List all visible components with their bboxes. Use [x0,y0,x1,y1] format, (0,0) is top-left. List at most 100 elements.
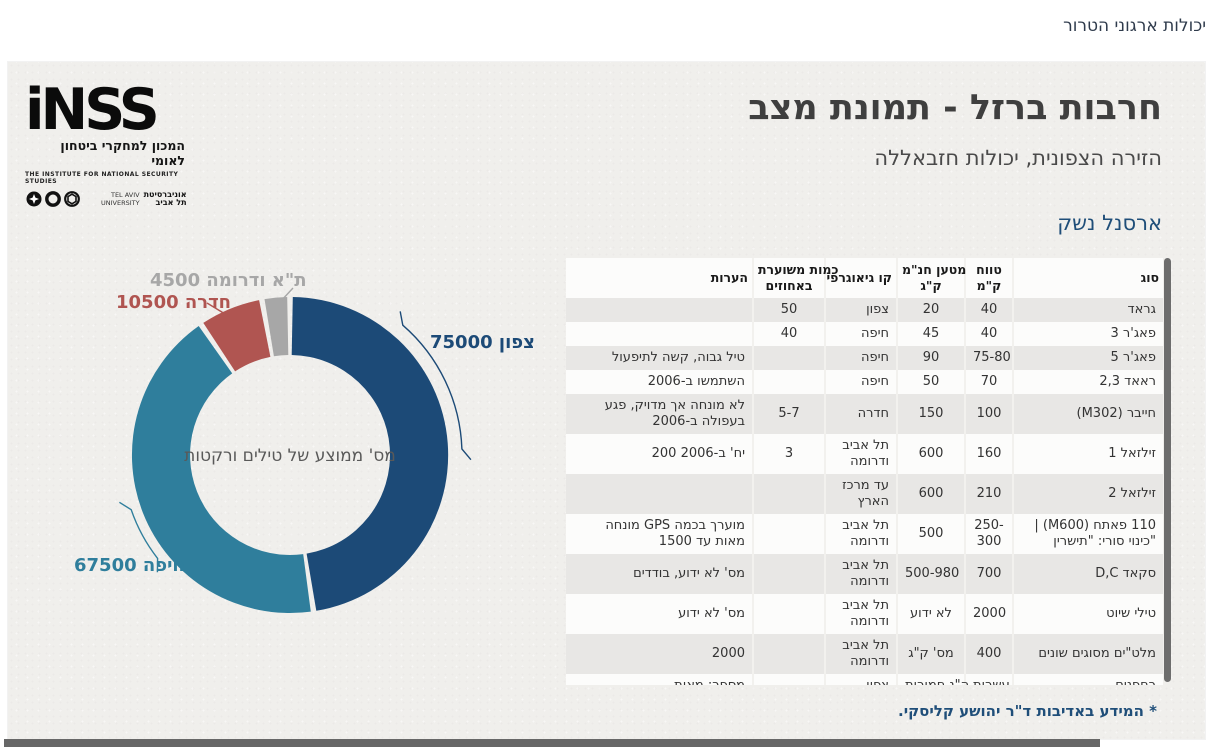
table-cell: 600 [896,434,965,474]
tau-en-line2: UNIVERSITY [101,199,140,207]
table-cell: 250- 300 [964,514,1013,554]
arsenal-table-viewport[interactable]: סוג טווח ק"מ מטען חנ"מ ק"ג קו גיאוגרפי כמות … [566,258,1163,685]
table-cell: יח' ב-2006 200 [566,434,753,474]
section-title: ארסנל נשק [1057,211,1162,235]
table-cell: לא ידוע [896,594,965,634]
table-cell [752,514,825,554]
table-row: רחפניםעשרותה"נ חמורותצפון מספר: מאות [566,674,1163,685]
tau-he-line1: אוניברסיטת [143,189,187,199]
table-row: מלט"ים מסוגים שונים 400 מס' ק"ג תל אביב ודר… [566,634,1163,674]
table-row: 110 פאתח (M600) | "כינוי סורי: "תישרין 25… [566,514,1163,554]
table-header: סוג טווח ק"מ מטען חנ"מ ק"ג קו גיאוגרפי כמות … [566,258,1163,298]
table-cell: חיפה [824,346,897,370]
column-header-5: הערות [566,258,753,298]
table-cell: תל אביב ודרומה [824,594,897,634]
column-header-0: סוג [1012,258,1163,298]
table-cell: 150 [896,394,965,434]
logo-medallions-icon [26,191,80,207]
logo-bottom-row: TEL AVIV UNIVERSITY אוניברסיטת תל אביב [25,190,195,208]
donut-label-0: צפון 75000 [430,332,535,353]
inss-name-hebrew: המכון למחקרי ביטחון לאומי [60,138,185,168]
table-cell: חיפה [824,370,897,394]
table-cell: פאג'ר 5 [1012,346,1163,370]
table-cell: חדרה [824,394,897,434]
table-cell: עד מרכז הארץ [824,474,897,514]
table-row: גראד 40 20 צפון 50 [566,298,1163,322]
table-row: פאג'ר 5 75-80 90 חיפה טיל גבוה, קשה לתיפעול [566,346,1163,370]
donut-slice-2[interactable] [203,300,271,372]
donut-label-leader [280,287,294,302]
table-cell: תל אביב ודרומה [824,554,897,594]
breadcrumb[interactable]: יכולות ארגוני הטרור [1063,16,1206,36]
column-header-4: כמות משוערת באחוזים [752,258,839,298]
table-row: חייבר (M302) 100 150 חדרה 5-7 לא מונחה אך מדו… [566,394,1163,434]
inss-logo: iNSS המכון למחקרי ביטחון לאומי THE INSTI… [25,82,215,208]
table-cell: חייבר (M302) [1012,394,1163,434]
donut-label-3: ת"א ודרומה 4500 [150,270,307,291]
table-cell: 50 [896,370,965,394]
table-header-row: סוג טווח ק"מ מטען חנ"מ ק"ג קו גיאוגרפי כמות … [566,258,1163,298]
table-cell: לא מונחה אך מדויק, פגע בעפולה ב-2006 [566,394,753,434]
donut-label-1: חיפה 67500 [74,555,185,576]
table-body: גראד 40 20 צפון 50 פאג'ר 3 40 45 חיפה 40 פאג'ר 5 75… [566,298,1163,685]
table-cell: טיל גבוה, קשה לתיפעול [566,346,753,370]
table-cell: 75-80 [964,346,1013,370]
table-cell [566,474,753,514]
table-cell: 5-7 [752,394,825,434]
table-cell: 70 [964,370,1013,394]
table-scrollbar[interactable] [1164,258,1171,682]
table-cell: תל אביב ודרומה [824,434,897,474]
inss-name-english: THE INSTITUTE FOR NATIONAL SECURITY STUD… [25,171,179,185]
table-cell: מס' לא ידוע [566,594,753,634]
column-header-2: מטען חנ"מ ק"ג [896,258,966,298]
donut-label-2: חדרה 10500 [116,292,232,313]
table-row: ראאד 2,3 70 50 חיפה השתמשו ב-2006 [566,370,1163,394]
table-cell: 20 [896,298,965,322]
table-cell [752,554,825,594]
donut-chart [119,287,472,613]
donut-center-label: מס' ממוצע של טילים ורקטות [184,446,396,466]
donut-slice-3[interactable] [264,297,289,357]
arsenal-table: סוג טווח ק"מ מטען חנ"מ ק"ג קו גיאוגרפי כמות … [566,258,1163,685]
table-cell: 45 [896,322,965,346]
table-cell: 700 [964,554,1013,594]
table-row: זילזאל 2 210 600 עד מרכז הארץ [566,474,1163,514]
table-cell: גראד [1012,298,1163,322]
bottom-bar [4,739,1100,747]
table-cell: מוערך בכמה GPS מונחה מאות עד 1500 [566,514,753,554]
table-cell: פאג'ר 3 [1012,322,1163,346]
table-cell: 40 [752,322,825,346]
table-cell: צפון [824,298,897,322]
table-cell: חיפה [824,322,897,346]
table-cell [566,322,753,346]
table-cell: 2000 [566,634,753,674]
table-cell: 160 [964,434,1013,474]
table-cell: 2000 [964,594,1013,634]
table-cell: 40 [964,322,1013,346]
donut-slice-0[interactable] [291,297,449,611]
donut-slice-1[interactable] [131,326,311,613]
credit-note: * המידע באדיבות ד"ר יהושע קליסקי. [898,702,1157,720]
table-cell: עשרות [964,674,1013,685]
slide-subtitle: הזירה הצפונית, יכולות חזבאללה [874,146,1162,170]
table-cell [752,346,825,370]
table-cell: תל אביב ודרומה [824,634,897,674]
table-cell: 600 [896,474,965,514]
table-cell: טילי שיוט [1012,594,1163,634]
table-cell: 400 [964,634,1013,674]
table-cell: השתמשו ב-2006 [566,370,753,394]
column-header-1: טווח ק"מ [964,258,1013,298]
table-cell [752,474,825,514]
tau-logo: TEL AVIV UNIVERSITY אוניברסיטת תל אביב [101,189,191,208]
donut-label-bracket [119,501,159,573]
table-cell: רחפנים [1012,674,1163,685]
table-cell: ראאד 2,3 [1012,370,1163,394]
table-cell: 100 [964,394,1013,434]
table-cell: 3 [752,434,825,474]
table-cell: 90 [896,346,965,370]
column-header-3: קו גיאוגרפי [824,258,897,298]
table-cell [752,594,825,634]
table-cell: זילזאל 2 [1012,474,1163,514]
table-row: זילזאל 1 160 600 תל אביב ודרומה 3 יח' ב-2006 … [566,434,1163,474]
